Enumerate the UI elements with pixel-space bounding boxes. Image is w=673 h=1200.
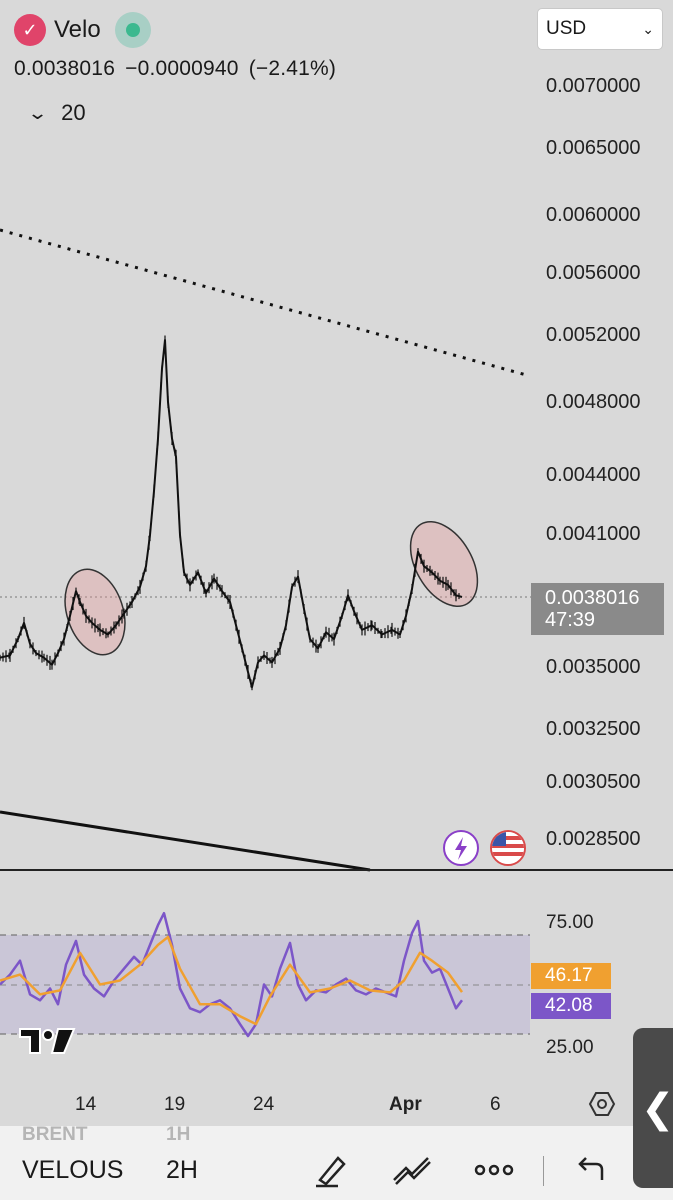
dotted-trendline[interactable]: [0, 228, 531, 378]
rsi-level-label: 75.00: [546, 912, 594, 933]
rsi-value-tag: 42.08: [531, 993, 611, 1019]
highlight-ellipse-left: [64, 568, 126, 656]
price-axis-label: 0.0030500: [546, 771, 641, 793]
ghost-interval: 1H: [166, 1124, 191, 1145]
price-series: [0, 335, 463, 691]
current-price-label: 0.0038016: [545, 587, 640, 609]
price-axis-label: 0.0035000: [546, 656, 641, 678]
price-axis-label: 0.0056000: [546, 262, 641, 284]
quote-line: 0.0038016 −0.0000940 (−2.41%): [14, 57, 340, 81]
chevron-down-icon: ⌄: [26, 102, 49, 123]
market-open-icon[interactable]: [114, 12, 151, 48]
interval-button[interactable]: 2H: [166, 1156, 198, 1184]
last-price: 0.0038016: [14, 57, 116, 80]
time-axis-label: 14: [75, 1094, 97, 1115]
chevron-left-icon: ❮: [641, 1087, 673, 1131]
undo-icon[interactable]: [570, 1150, 614, 1190]
side-panel-toggle[interactable]: ❮: [633, 1028, 673, 1188]
price-axis-label: 0.0060000: [546, 204, 641, 226]
velo-logo-icon: ✓: [14, 14, 46, 46]
pen-tool-icon[interactable]: [308, 1150, 352, 1190]
price-axis-label: 0.0032500: [546, 718, 641, 740]
settings-icon[interactable]: [588, 1090, 616, 1118]
currency-select[interactable]: USD ⌄: [537, 8, 663, 50]
us-flag-icon[interactable]: [490, 830, 526, 866]
bottom-toolbar: [0, 1126, 673, 1200]
price-axis-label: 0.0028500: [546, 828, 641, 850]
rsi-ma-tag: 46.17: [531, 963, 611, 989]
price-axis-label: 0.0041000: [546, 523, 641, 545]
currency-value: USD: [546, 18, 587, 39]
lightning-icon[interactable]: [443, 830, 479, 866]
rsi-ma-line: [0, 935, 464, 1026]
time-axis-label: Apr: [389, 1094, 422, 1115]
solid-trendline[interactable]: [0, 810, 371, 872]
price-change-pct: (−2.41%): [248, 57, 337, 80]
bar-countdown: 47:39: [545, 609, 596, 631]
chevron-down-icon: ⌄: [642, 20, 654, 37]
toolbar-divider: [543, 1156, 544, 1186]
more-options-icon[interactable]: [472, 1150, 516, 1190]
highlight-ellipse-right: [409, 521, 479, 607]
ghost-symbol: BRENT: [22, 1124, 88, 1145]
rsi-series: [0, 911, 464, 1038]
time-axis-label: 19: [164, 1094, 186, 1115]
indicator-length: 20: [61, 100, 86, 125]
price-axis-label: 0.0048000: [546, 391, 641, 413]
symbol-name: Velo: [54, 16, 101, 43]
symbol-button[interactable]: VELOUS: [22, 1156, 124, 1184]
current-price-tag: 0.0038016 47:39: [531, 583, 664, 635]
tradingview-logo-icon: [19, 1028, 76, 1054]
time-axis-label: 24: [253, 1094, 275, 1115]
rsi-level-label: 25.00: [546, 1037, 594, 1058]
symbol-header[interactable]: ✓ Velo: [14, 12, 151, 48]
price-axis-label: 0.0065000: [546, 137, 641, 159]
price-change: −0.0000940: [125, 57, 239, 80]
time-axis-label: 6: [490, 1094, 501, 1115]
drawing-tools-icon[interactable]: [390, 1150, 434, 1190]
indicator-toggle[interactable]: ⌄ 20: [26, 100, 86, 126]
price-axis-label: 0.0044000: [546, 464, 641, 486]
price-axis-label: 0.0052000: [546, 324, 641, 346]
price-axis-label: 0.0070000: [546, 75, 641, 97]
price-line: [0, 339, 463, 689]
